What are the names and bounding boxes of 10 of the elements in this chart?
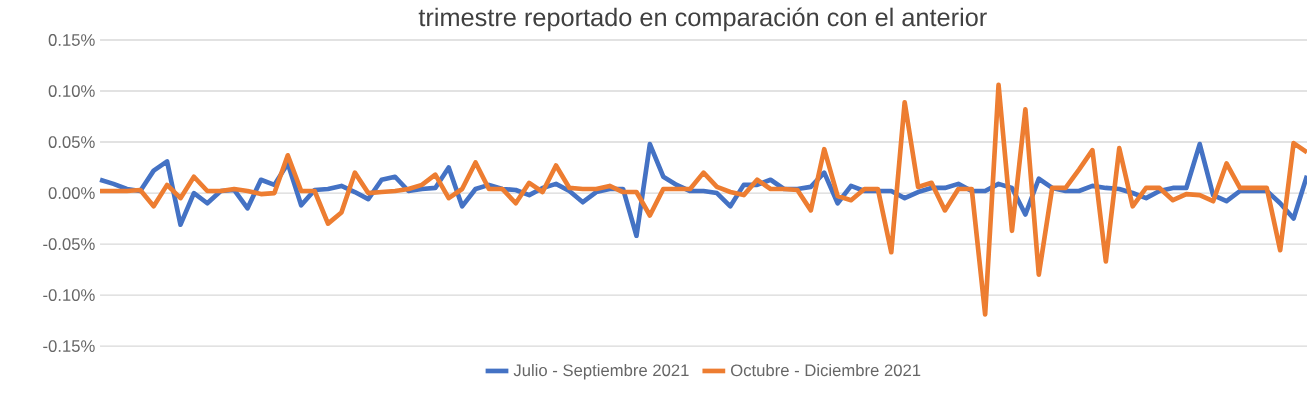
legend-label: Julio - Septiembre 2021 (513, 364, 689, 380)
y-tick-label: 0.15% (48, 34, 95, 47)
chart-title: trimestre reportado en comparación con el anterior (418, 7, 987, 32)
y-tick-label: -0.05% (43, 238, 95, 251)
y-tick-label: 0.00% (48, 187, 95, 200)
y-tick-label: 0.05% (48, 136, 95, 149)
y-tick-label: 0.10% (48, 85, 95, 98)
y-tick-label: -0.10% (43, 289, 95, 302)
y-tick-label: -0.15% (43, 340, 95, 353)
legend-label: Octubre - Diciembre 2021 (731, 364, 921, 377)
